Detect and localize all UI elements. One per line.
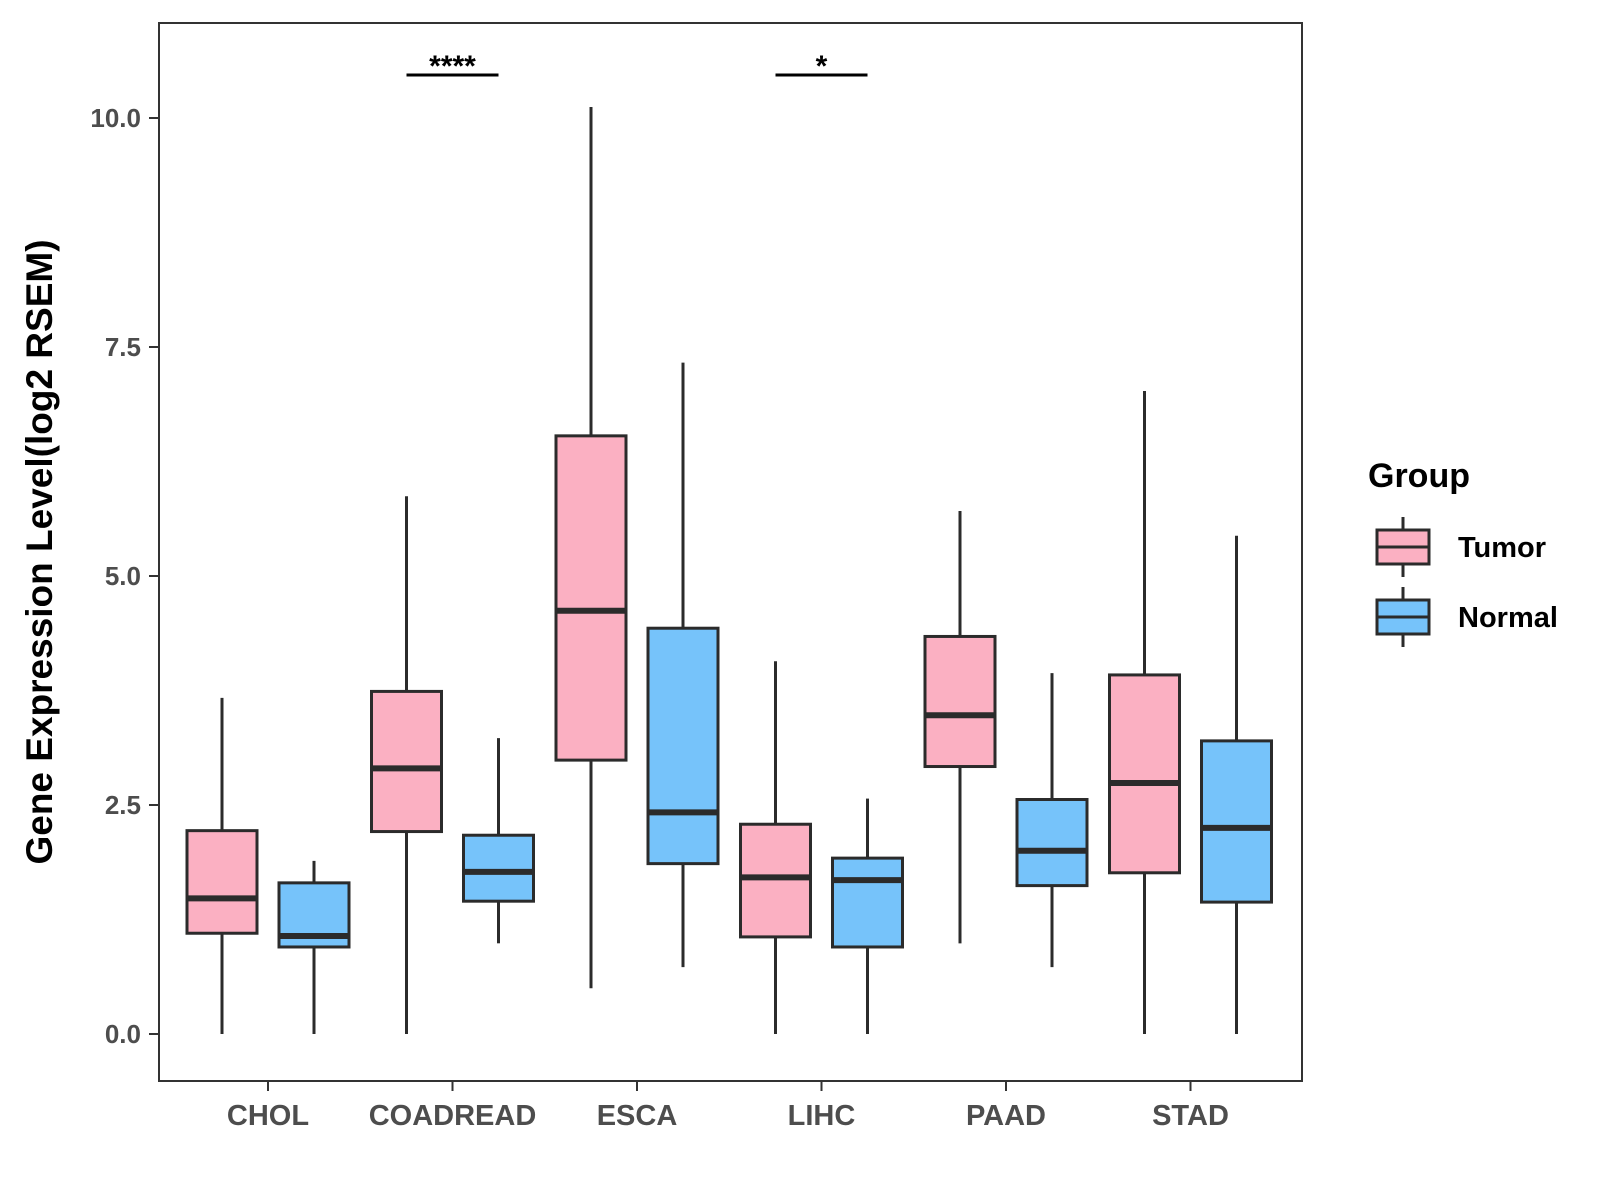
box-iqr — [739, 822, 812, 939]
box-tumor-stad — [1108, 390, 1181, 1034]
box-tumor-lihc — [739, 661, 812, 1034]
legend-item-tumor: Tumor — [1375, 517, 1546, 577]
x-tick-label: ESCA — [597, 1100, 678, 1132]
significance-label: * — [816, 50, 828, 83]
y-tick-label: 7.5 — [105, 332, 141, 362]
box-iqr — [646, 626, 720, 866]
box-iqr — [831, 856, 904, 949]
x-tick-label: PAAD — [966, 1100, 1046, 1132]
box-tumor-chol — [185, 697, 259, 1034]
y-axis-title: Gene Expression Level(log2 RSEM) — [19, 239, 60, 864]
y-tick-label: 5.0 — [105, 561, 141, 591]
x-axis: CHOL COADREAD ESCA LIHC PAAD STAD — [227, 1081, 1229, 1132]
box-tumor-coadread — [370, 496, 443, 1034]
legend-item-normal: Normal — [1375, 587, 1558, 647]
box-tumor-paad — [923, 510, 997, 944]
box-iqr — [923, 634, 997, 769]
box-iqr — [185, 829, 259, 935]
x-tick-label: LIHC — [788, 1100, 856, 1132]
boxes-layer — [185, 107, 1273, 1034]
y-axis: 0.0 2.5 5.0 7.5 10.0 — [90, 103, 159, 1049]
y-tick-label: 0.0 — [105, 1019, 141, 1049]
x-tick-label: CHOL — [227, 1100, 309, 1132]
box-iqr — [462, 833, 535, 903]
y-tick-label: 10.0 — [90, 103, 141, 133]
legend-title: Group — [1368, 457, 1470, 495]
box-tumor-esca — [554, 107, 628, 989]
significance-annotations: **** * — [406, 50, 868, 83]
significance-label: **** — [429, 50, 476, 83]
box-iqr — [554, 434, 628, 762]
legend-label-tumor: Tumor — [1458, 532, 1546, 564]
significance-lihc: * — [775, 50, 868, 83]
box-normal-lihc — [831, 798, 904, 1034]
x-tick-label: STAD — [1152, 1100, 1229, 1132]
box-iqr — [370, 689, 443, 834]
legend: Group Tumor Normal — [1368, 457, 1558, 647]
box-normal-esca — [646, 362, 720, 968]
x-tick-label: COADREAD — [369, 1100, 537, 1132]
significance-coadread: **** — [406, 50, 499, 83]
y-tick-label: 2.5 — [105, 790, 141, 820]
legend-label-normal: Normal — [1458, 602, 1558, 634]
box-normal-paad — [1015, 673, 1089, 968]
box-normal-coadread — [462, 738, 535, 944]
box-iqr — [1108, 673, 1181, 875]
box-iqr — [1200, 739, 1273, 904]
box-normal-stad — [1200, 535, 1273, 1034]
box-iqr — [1015, 798, 1089, 888]
box-normal-chol — [277, 860, 351, 1034]
